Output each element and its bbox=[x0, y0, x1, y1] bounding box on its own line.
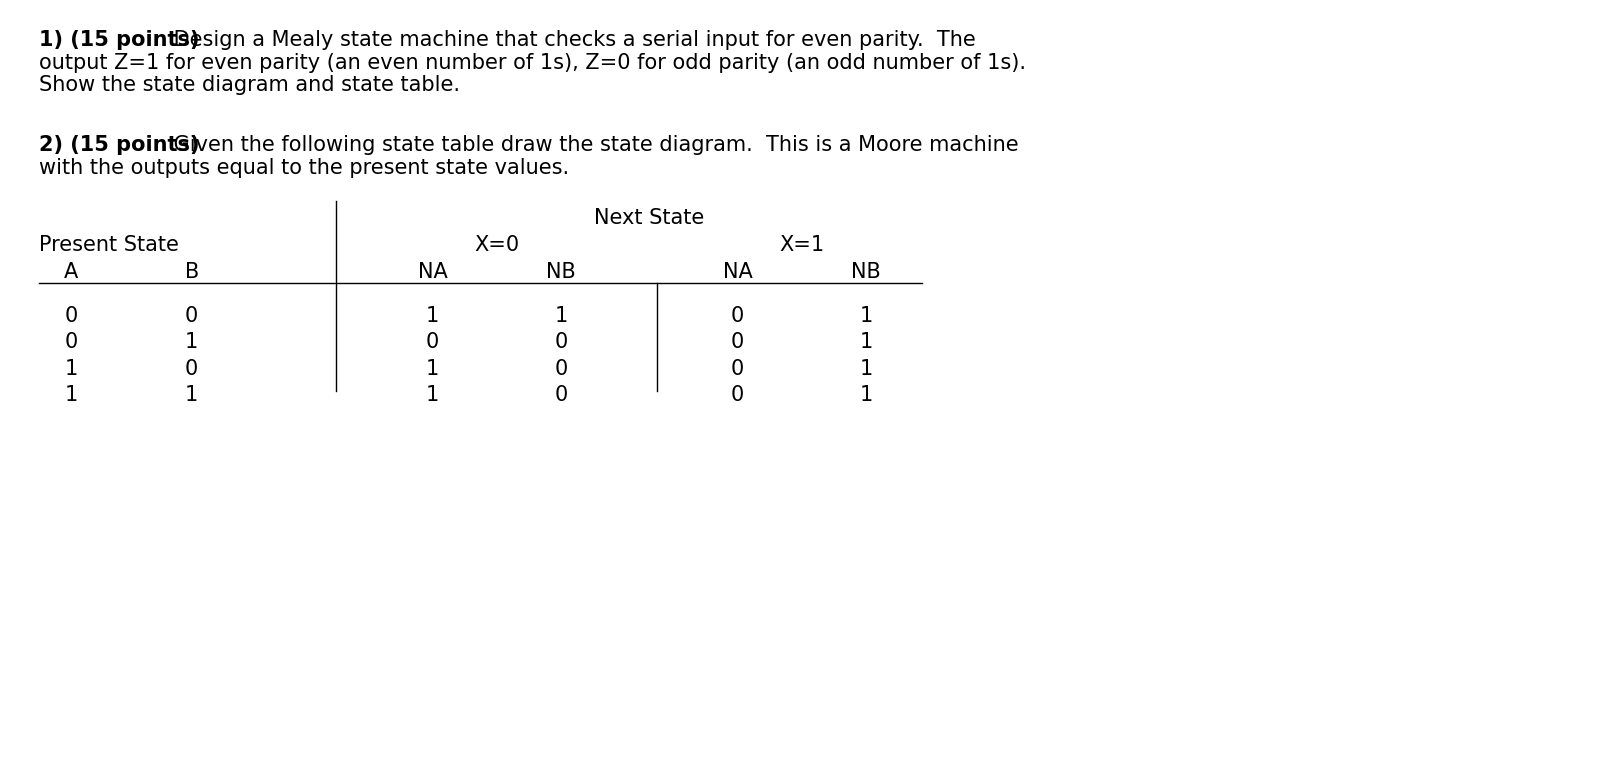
Text: Design a Mealy state machine that checks a serial input for even parity.  The: Design a Mealy state machine that checks… bbox=[167, 29, 975, 49]
Text: 0: 0 bbox=[65, 306, 78, 327]
Text: X=0: X=0 bbox=[475, 235, 520, 256]
Text: 0: 0 bbox=[731, 306, 744, 327]
Text: 2) (15 points): 2) (15 points) bbox=[39, 134, 199, 154]
Text: 0: 0 bbox=[185, 306, 198, 327]
Text: 0: 0 bbox=[426, 333, 439, 353]
Text: 1: 1 bbox=[860, 385, 873, 405]
Text: 1: 1 bbox=[426, 306, 439, 327]
Text: 1: 1 bbox=[860, 359, 873, 379]
Text: 0: 0 bbox=[731, 359, 744, 379]
Text: B: B bbox=[185, 262, 199, 282]
Text: NB: NB bbox=[546, 262, 577, 282]
Text: X=1: X=1 bbox=[779, 235, 825, 256]
Text: Present State: Present State bbox=[39, 235, 178, 256]
Text: 0: 0 bbox=[65, 333, 78, 353]
Text: with the outputs equal to the present state values.: with the outputs equal to the present st… bbox=[39, 157, 569, 178]
Text: 0: 0 bbox=[554, 385, 567, 405]
Text: NB: NB bbox=[852, 262, 881, 282]
Text: 0: 0 bbox=[554, 333, 567, 353]
Text: 0: 0 bbox=[731, 385, 744, 405]
Text: A: A bbox=[65, 262, 78, 282]
Text: 1: 1 bbox=[554, 306, 567, 327]
Text: 1: 1 bbox=[426, 359, 439, 379]
Text: Next State: Next State bbox=[595, 208, 705, 228]
Text: NA: NA bbox=[723, 262, 753, 282]
Text: 1: 1 bbox=[426, 385, 439, 405]
Text: 1) (15 points): 1) (15 points) bbox=[39, 29, 199, 49]
Text: Show the state diagram and state table.: Show the state diagram and state table. bbox=[39, 76, 460, 96]
Text: 1: 1 bbox=[860, 333, 873, 353]
Text: output Z=1 for even parity (an even number of 1s), Z=0 for odd parity (an odd nu: output Z=1 for even parity (an even numb… bbox=[39, 52, 1025, 73]
Text: 0: 0 bbox=[185, 359, 198, 379]
Text: NA: NA bbox=[418, 262, 447, 282]
Text: 1: 1 bbox=[65, 385, 78, 405]
Text: Given the following state table draw the state diagram.  This is a Moore machine: Given the following state table draw the… bbox=[167, 134, 1019, 154]
Text: 1: 1 bbox=[860, 306, 873, 327]
Text: 1: 1 bbox=[185, 333, 198, 353]
Text: 1: 1 bbox=[185, 385, 198, 405]
Text: 1: 1 bbox=[65, 359, 78, 379]
Text: 0: 0 bbox=[731, 333, 744, 353]
Text: 0: 0 bbox=[554, 359, 567, 379]
